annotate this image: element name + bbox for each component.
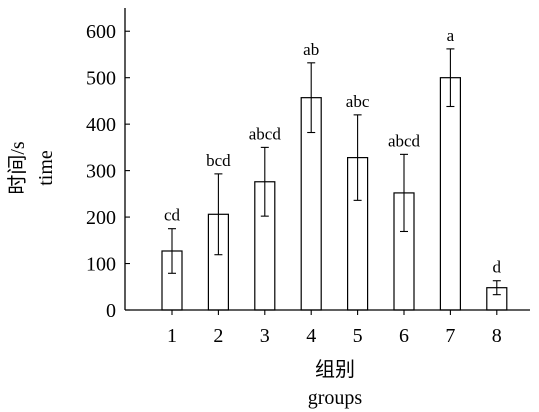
error-bar-3 [260, 146, 269, 217]
significance-label-4: ab [303, 40, 319, 59]
y-tick-label-200: 200 [86, 207, 116, 229]
y-axis-title-cn: 时间/s [6, 141, 29, 195]
y-tick-label-0: 0 [106, 300, 116, 322]
error-bar-7 [446, 48, 455, 108]
significance-label-5: abc [346, 92, 370, 111]
significance-label-8: d [493, 258, 502, 277]
x-axis-title-cn: 组别 [315, 358, 355, 381]
error-bar-6 [400, 153, 408, 233]
y-tick-label-600: 600 [86, 21, 116, 43]
significance-label-6: abcd [388, 131, 421, 150]
x-tick-label-1: 1 [167, 325, 177, 347]
error-bar-1 [168, 228, 176, 274]
error-bars-layer [168, 48, 501, 296]
significance-label-2: bcd [206, 151, 231, 170]
x-tick-label-7: 7 [445, 325, 455, 347]
bars-layer [161, 77, 508, 311]
y-tick-labels-layer: 0 100 200 300 400 500 600 [86, 21, 116, 322]
bar-7 [439, 77, 461, 311]
error-bar-5 [353, 114, 362, 201]
y-tick-label-300: 300 [86, 161, 116, 183]
y-tick-label-400: 400 [86, 114, 116, 136]
x-tick-label-6: 6 [399, 325, 409, 347]
x-tick-label-3: 3 [260, 325, 270, 347]
x-tick-label-5: 5 [353, 325, 363, 347]
y-tick-label-500: 500 [86, 68, 116, 90]
x-tick-labels-layer: 1 2 3 4 5 6 7 8 [167, 325, 502, 347]
significance-label-1: cd [164, 206, 181, 225]
x-tick-label-2: 2 [213, 325, 223, 347]
error-bar-4 [307, 62, 316, 134]
significance-label-7: a [447, 26, 455, 45]
x-tick-label-4: 4 [306, 325, 316, 347]
significance-label-3: abcd [249, 124, 282, 143]
x-tick-label-8: 8 [492, 325, 502, 347]
x-axis-title-en: groups [308, 387, 363, 409]
axes-layer [124, 8, 530, 315]
error-bar-8 [492, 280, 501, 296]
y-tick-label-100: 100 [86, 254, 116, 276]
error-bar-2 [214, 173, 223, 256]
y-axis-title-en: time [35, 150, 57, 186]
